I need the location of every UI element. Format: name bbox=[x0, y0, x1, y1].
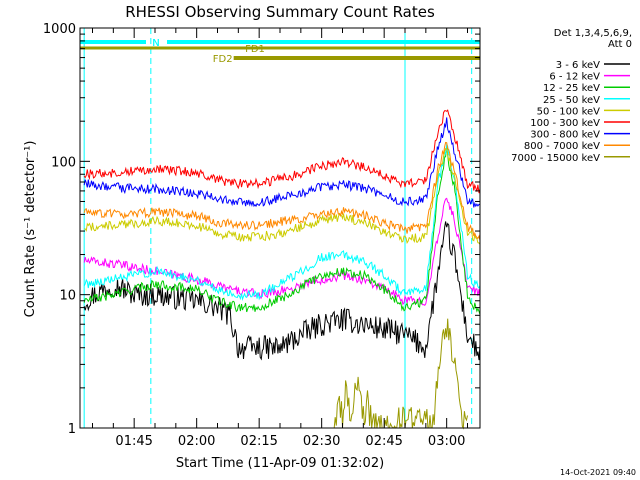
series-line bbox=[83, 141, 481, 241]
y-axis-label: Count Rate (s⁻¹ detector⁻¹) bbox=[23, 141, 38, 318]
y-tick-label: 1 bbox=[68, 422, 76, 437]
x-tick-label: 03:00 bbox=[428, 434, 465, 449]
flag-label-fd1: FD1 bbox=[245, 44, 265, 55]
legend-label: 6 - 12 keV bbox=[549, 72, 600, 83]
series-line bbox=[83, 109, 481, 194]
legend-label: 300 - 800 keV bbox=[530, 130, 600, 141]
legend-header: Det 1,3,4,5,6,9, bbox=[554, 28, 632, 39]
axes: 1 10 100 1000 01:45 02:00 02:15 02:30 02:45 03:00 bbox=[43, 22, 481, 449]
series-line bbox=[83, 146, 481, 315]
flag-label-n: N bbox=[152, 38, 159, 49]
legend-header: Att 0 bbox=[608, 39, 632, 50]
legend-label: 12 - 25 keV bbox=[543, 83, 600, 94]
y-tick-label: 100 bbox=[51, 155, 76, 170]
legend-label: 3 - 6 keV bbox=[556, 60, 600, 71]
series-line bbox=[83, 221, 481, 361]
x-tick-label: 02:00 bbox=[178, 434, 215, 449]
x-tick-label: 01:45 bbox=[115, 434, 152, 449]
y-tick-label: 10 bbox=[59, 289, 76, 304]
series-line bbox=[83, 142, 481, 301]
x-tick-label: 02:30 bbox=[303, 434, 340, 449]
legend-label: 50 - 100 keV bbox=[537, 106, 601, 117]
legend-label: 7000 - 15000 keV bbox=[511, 153, 600, 164]
y-tick-label: 1000 bbox=[43, 22, 76, 37]
flag-label-fd2: FD2 bbox=[213, 54, 233, 65]
legend-label: 800 - 7000 keV bbox=[524, 141, 600, 152]
footer-timestamp: 14-Oct-2021 09:40 bbox=[560, 468, 636, 477]
plot-area bbox=[83, 28, 473, 428]
legend-label: 25 - 50 keV bbox=[543, 95, 600, 106]
flag-label-n: N bbox=[152, 38, 159, 49]
chart-title: RHESSI Observing Summary Count Rates bbox=[125, 3, 435, 21]
x-tick-label: 02:15 bbox=[240, 434, 277, 449]
series-line bbox=[333, 318, 468, 430]
series-line bbox=[84, 147, 481, 245]
x-tick-label: 02:45 bbox=[365, 434, 402, 449]
legend-label: 100 - 300 keV bbox=[530, 118, 600, 129]
x-axis-label: Start Time (11-Apr-09 01:32:02) bbox=[176, 456, 384, 471]
series-line bbox=[83, 117, 481, 208]
series-layer bbox=[83, 109, 481, 430]
